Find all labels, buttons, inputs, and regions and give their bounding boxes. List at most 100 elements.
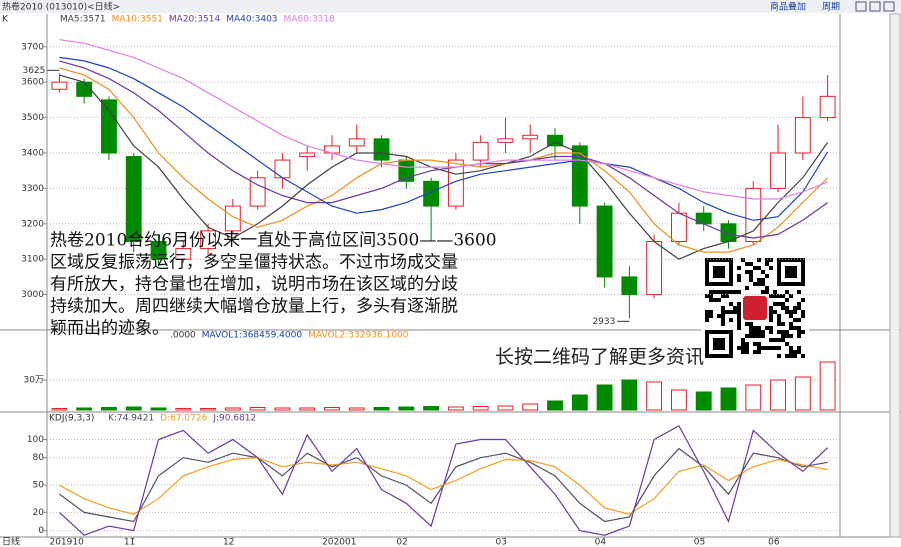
qr-module [793, 306, 797, 310]
qr-module [745, 262, 749, 266]
qr-module [765, 290, 769, 294]
qr-module [785, 306, 789, 310]
qr-module [797, 318, 801, 322]
volume-bar [51, 408, 68, 411]
qr-module [797, 326, 801, 330]
candle-body [447, 159, 464, 207]
annotation: 2933 [592, 317, 615, 327]
qr-module [773, 290, 777, 294]
qr-module [749, 270, 753, 274]
legend-entry: MAVOL1:368459.4000 [202, 331, 303, 341]
volume-bar [373, 407, 390, 411]
volume-bar [596, 384, 613, 411]
qr-module [789, 350, 793, 354]
window-button[interactable] [855, 1, 867, 12]
qr-module [721, 314, 725, 318]
qr-module [769, 330, 773, 334]
qr-logo [743, 296, 767, 320]
qr-module [777, 318, 781, 322]
candle-body [224, 205, 241, 232]
qr-finder-center [713, 266, 725, 278]
y-tick-label: 0 [38, 526, 44, 536]
qr-module [797, 302, 801, 306]
legend-entry: D:67.0726 [160, 414, 207, 424]
qr-module [793, 354, 797, 358]
x-tick-label: 11 [124, 538, 135, 547]
qr-module [749, 322, 753, 326]
qr-module [709, 298, 713, 302]
qr-module [709, 310, 713, 314]
qr-module [729, 302, 733, 306]
qr-module [781, 334, 785, 338]
qr-module [797, 330, 801, 334]
x-tick-label: 12 [223, 538, 234, 547]
candle-body [150, 240, 167, 260]
qr-module [745, 322, 749, 326]
volume-bar [125, 406, 142, 411]
volume-bar [472, 406, 489, 411]
qr-module [705, 294, 709, 298]
qr-module [757, 346, 761, 350]
qr-module [709, 294, 713, 298]
qr-module [801, 330, 805, 334]
menu-item[interactable]: 周期 [822, 2, 840, 13]
qr-module [733, 306, 737, 310]
qr-module [721, 322, 725, 326]
x-tick-label: 02 [396, 538, 407, 547]
qr-module [765, 258, 769, 262]
qr-module [729, 318, 733, 322]
qr-module [745, 334, 749, 338]
qr-module [705, 314, 709, 318]
volume-bar [324, 407, 340, 411]
qr-module [745, 346, 749, 350]
qr-module [769, 306, 773, 310]
qr-module [737, 266, 741, 270]
volume-bar [175, 408, 192, 411]
qr-module [721, 310, 725, 314]
qr-module [709, 314, 713, 318]
legend-entry: MA60:3318 [284, 15, 336, 25]
qr-module [757, 330, 761, 334]
qr-module [749, 262, 753, 266]
qr-module [757, 350, 761, 354]
window-button[interactable] [883, 1, 895, 12]
qr-module [761, 278, 765, 282]
legend-entry: K:74.9421 [108, 414, 154, 424]
volume-bar [621, 379, 638, 411]
qr-module [785, 290, 789, 294]
candle-body [274, 159, 291, 179]
qr-module [737, 302, 741, 306]
window-button[interactable] [869, 1, 881, 12]
menu-item[interactable]: 商品叠加 [770, 1, 806, 13]
moving-average-line [59, 67, 829, 253]
qr-module [765, 326, 769, 330]
volume-bar [447, 406, 464, 411]
qr-module [753, 266, 757, 270]
qr-finder [777, 258, 805, 286]
qr-module [725, 310, 729, 314]
candle-body [249, 177, 266, 207]
y-tick-label: 50 [33, 481, 45, 491]
volume-bar [101, 407, 117, 411]
candle-body [547, 134, 563, 147]
scrollbar[interactable] [889, 13, 901, 538]
qr-module [769, 310, 773, 314]
volume-bar [770, 379, 786, 411]
candle-body [522, 134, 539, 140]
moving-average-line [59, 56, 829, 221]
x-tick-label: 06 [768, 538, 780, 547]
y-tick-label: 3400 [21, 148, 44, 158]
overlay-text: 热卷2010合约6月份以来一直处于高位区间3500——3600 [50, 231, 497, 251]
axis-corner-label: 日线 [2, 536, 20, 547]
y-tick-label: 3500 [21, 113, 44, 123]
qr-module [797, 334, 801, 338]
candle-body [670, 212, 687, 242]
qr-module [729, 310, 733, 314]
qr-module [741, 346, 745, 350]
x-tick-label: 04 [595, 538, 607, 547]
x-tick-label: 201910 [49, 538, 84, 547]
qr-module [717, 298, 721, 302]
qr-finder [705, 330, 733, 358]
qr-module [757, 334, 761, 338]
volume-bar [398, 406, 415, 411]
